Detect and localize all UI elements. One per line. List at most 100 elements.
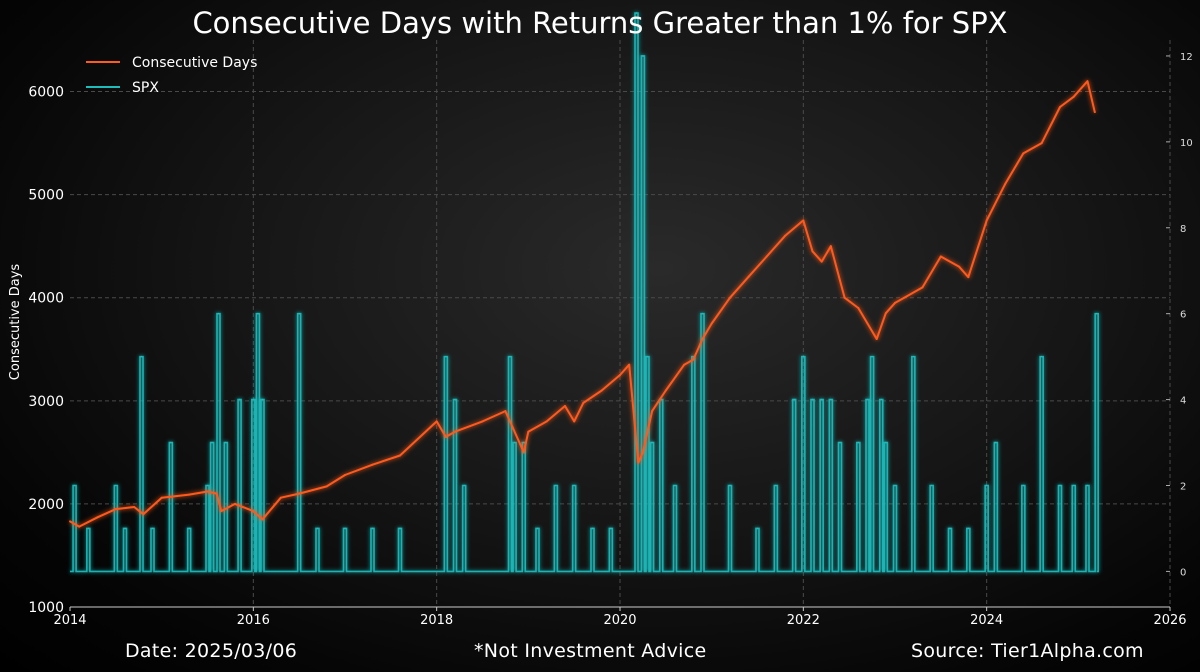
spx-point bbox=[261, 398, 264, 401]
spx-point bbox=[536, 527, 539, 530]
consecutive-days-point bbox=[710, 322, 713, 325]
consecutive-days-point bbox=[600, 389, 603, 392]
consecutive-days-point bbox=[114, 508, 117, 511]
spx-point bbox=[871, 355, 873, 358]
y-tick-label: 3000 bbox=[28, 394, 64, 410]
consecutive-days-point bbox=[69, 520, 71, 523]
consecutive-days-point bbox=[1093, 111, 1096, 114]
spx-point bbox=[930, 484, 933, 487]
spx-point bbox=[857, 441, 860, 444]
spx-point bbox=[252, 398, 255, 401]
spx-point bbox=[344, 527, 346, 530]
y-tick-label: 4000 bbox=[28, 291, 64, 307]
consecutive-days-point bbox=[802, 219, 805, 222]
spx-point bbox=[1022, 484, 1025, 487]
spx-point bbox=[949, 527, 951, 530]
spx-point bbox=[87, 527, 90, 530]
spx-point bbox=[206, 484, 209, 487]
x-tick-label: 2026 bbox=[1153, 613, 1186, 628]
y2-tick-label: 2 bbox=[1180, 482, 1186, 493]
y2-tick-label: 12 bbox=[1180, 52, 1193, 63]
consecutive-days-point bbox=[641, 451, 644, 454]
consecutive-days-point bbox=[215, 492, 218, 495]
consecutive-days-point bbox=[545, 420, 548, 423]
spx-point bbox=[811, 398, 814, 401]
consecutive-days-point bbox=[325, 485, 328, 488]
legend-label-consecutive-days: Consecutive Days bbox=[132, 55, 257, 71]
consecutive-days-point bbox=[564, 404, 566, 407]
spx-point bbox=[591, 527, 594, 530]
consecutive-days-point bbox=[133, 506, 136, 509]
spx-point bbox=[995, 441, 997, 444]
consecutive-days-point bbox=[921, 286, 924, 289]
x-tick-label: 2014 bbox=[53, 613, 86, 628]
spx-point bbox=[225, 441, 227, 444]
spx-point bbox=[651, 441, 653, 444]
consecutive-days-point bbox=[371, 463, 374, 466]
spx-point bbox=[522, 441, 525, 444]
spx-point bbox=[238, 398, 241, 401]
consecutive-days-point bbox=[829, 245, 832, 248]
y-tick-label: 5000 bbox=[28, 188, 64, 204]
consecutive-days-point bbox=[628, 363, 631, 366]
consecutive-days-point bbox=[939, 255, 942, 258]
grid bbox=[70, 40, 1171, 607]
spx-point bbox=[793, 398, 795, 401]
consecutive-days-point bbox=[884, 312, 887, 315]
y2-tick-label: 10 bbox=[1180, 138, 1193, 149]
consecutive-days-point bbox=[298, 492, 301, 495]
x-tick-label: 2018 bbox=[420, 613, 453, 628]
spx-series bbox=[70, 12, 1099, 573]
consecutive-days-point bbox=[843, 296, 846, 299]
spx-point bbox=[115, 484, 117, 487]
consecutive-days-point bbox=[701, 337, 704, 340]
consecutive-days-point bbox=[527, 430, 530, 433]
spx-point bbox=[151, 527, 154, 530]
consecutive-days-point bbox=[1086, 80, 1089, 83]
consecutive-days-point bbox=[820, 260, 823, 263]
spx-point bbox=[830, 398, 832, 401]
consecutive-days-point bbox=[96, 516, 99, 519]
consecutive-days-point bbox=[78, 525, 81, 528]
y2-tick-label: 8 bbox=[1180, 224, 1186, 235]
chart-title: Consecutive Days with Returns Greater th… bbox=[192, 6, 1007, 40]
consecutive-days-point bbox=[967, 276, 970, 279]
spx-point bbox=[839, 441, 841, 444]
consecutive-days-point bbox=[1022, 152, 1025, 155]
spx-point bbox=[894, 484, 896, 487]
consecutive-days-point bbox=[1059, 106, 1061, 109]
consecutive-days-point bbox=[651, 410, 654, 413]
consecutive-days-point bbox=[683, 363, 686, 366]
consecutive-days-point bbox=[582, 401, 585, 404]
footer-disclaimer: *Not Investment Advice bbox=[474, 640, 707, 662]
spx-point bbox=[170, 441, 172, 444]
spx-point bbox=[674, 484, 676, 487]
spx-point bbox=[635, 12, 638, 14]
spx-point bbox=[399, 527, 401, 530]
spx-point bbox=[642, 55, 644, 57]
spx-point bbox=[701, 312, 704, 315]
spx-point bbox=[257, 312, 259, 315]
consecutive-days-point bbox=[252, 510, 255, 513]
spx-point bbox=[573, 484, 575, 487]
spx-point bbox=[885, 441, 887, 444]
spx-line bbox=[70, 12, 1099, 573]
spx-point bbox=[610, 527, 612, 530]
spx-point bbox=[1095, 312, 1098, 315]
spx-point bbox=[298, 312, 300, 315]
consecutive-days-point bbox=[234, 502, 236, 505]
consecutive-days-point bbox=[399, 454, 401, 457]
x-tick-label: 2016 bbox=[237, 613, 270, 628]
consecutive-days-point bbox=[160, 496, 163, 499]
footer-date: Date: 2025/03/06 bbox=[125, 640, 298, 662]
spx-point bbox=[371, 527, 374, 530]
axes: 2014 2016 2018 2020 2022 2024 2026 1000 2000 3000… bbox=[28, 52, 1192, 628]
consecutive-days-point bbox=[894, 301, 896, 304]
consecutive-days-point bbox=[1077, 90, 1080, 93]
consecutive-days-point bbox=[811, 250, 814, 253]
spx-point bbox=[124, 527, 126, 530]
spx-point bbox=[445, 355, 447, 358]
spx-point bbox=[729, 484, 731, 487]
consecutive-days-point bbox=[220, 510, 223, 513]
